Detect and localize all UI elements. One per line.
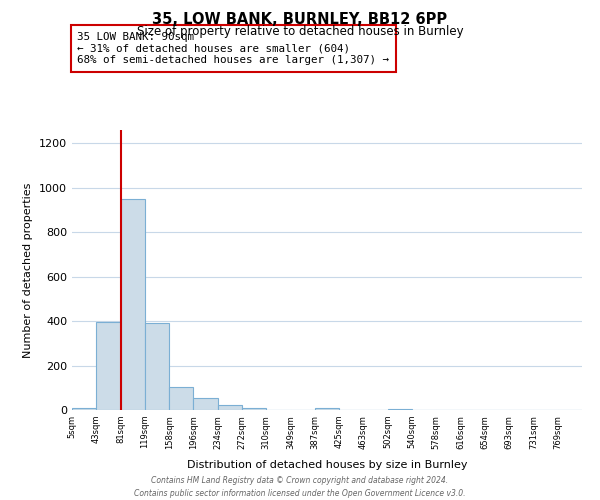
Text: Contains HM Land Registry data © Crown copyright and database right 2024.
Contai: Contains HM Land Registry data © Crown c…: [134, 476, 466, 498]
Bar: [169, 386, 193, 410]
Bar: [121, 199, 145, 410]
Bar: [72, 408, 96, 410]
X-axis label: Distribution of detached houses by size in Burnley: Distribution of detached houses by size …: [187, 460, 467, 470]
Y-axis label: Number of detached properties: Number of detached properties: [23, 182, 34, 358]
Text: 35 LOW BANK: 90sqm
← 31% of detached houses are smaller (604)
68% of semi-detach: 35 LOW BANK: 90sqm ← 31% of detached hou…: [77, 32, 389, 65]
Text: Size of property relative to detached houses in Burnley: Size of property relative to detached ho…: [137, 25, 463, 38]
Bar: [218, 405, 242, 410]
Bar: [145, 324, 169, 410]
Bar: [388, 409, 412, 410]
Text: 35, LOW BANK, BURNLEY, BB12 6PP: 35, LOW BANK, BURNLEY, BB12 6PP: [152, 12, 448, 28]
Bar: [242, 408, 266, 410]
Bar: [96, 322, 121, 410]
Bar: [315, 408, 339, 410]
Bar: [193, 398, 218, 410]
